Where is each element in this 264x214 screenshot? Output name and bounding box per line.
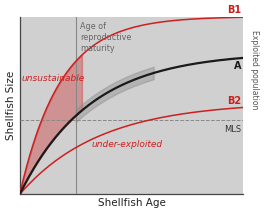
Text: Age of
reproductive
maturity: Age of reproductive maturity	[80, 22, 131, 53]
Text: B1: B1	[227, 6, 241, 15]
Text: Exploited population: Exploited population	[250, 30, 259, 110]
Text: under-exploited: under-exploited	[91, 140, 162, 149]
Text: unsustainable: unsustainable	[22, 74, 85, 83]
X-axis label: Shellfish Age: Shellfish Age	[98, 198, 166, 208]
Text: B2: B2	[227, 96, 241, 106]
Text: MLS: MLS	[224, 125, 241, 134]
Y-axis label: Shellfish Size: Shellfish Size	[6, 71, 16, 140]
Text: A: A	[234, 61, 241, 71]
